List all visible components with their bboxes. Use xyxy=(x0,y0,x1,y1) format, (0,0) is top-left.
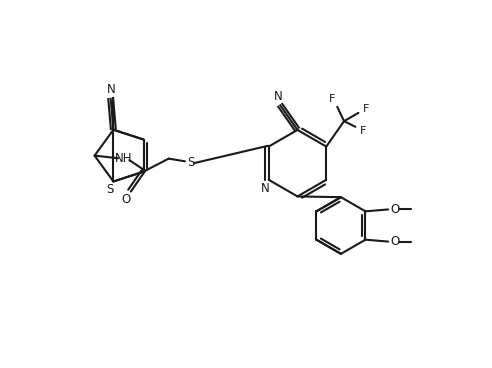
Text: N: N xyxy=(107,83,116,96)
Text: S: S xyxy=(107,183,114,196)
Text: NH: NH xyxy=(115,152,132,165)
Text: O: O xyxy=(390,203,399,216)
Text: S: S xyxy=(187,156,195,169)
Text: F: F xyxy=(328,94,335,104)
Text: O: O xyxy=(390,235,399,248)
Text: N: N xyxy=(261,181,270,195)
Text: O: O xyxy=(122,192,131,206)
Text: F: F xyxy=(363,104,369,114)
Text: F: F xyxy=(360,125,366,136)
Text: N: N xyxy=(274,90,282,103)
